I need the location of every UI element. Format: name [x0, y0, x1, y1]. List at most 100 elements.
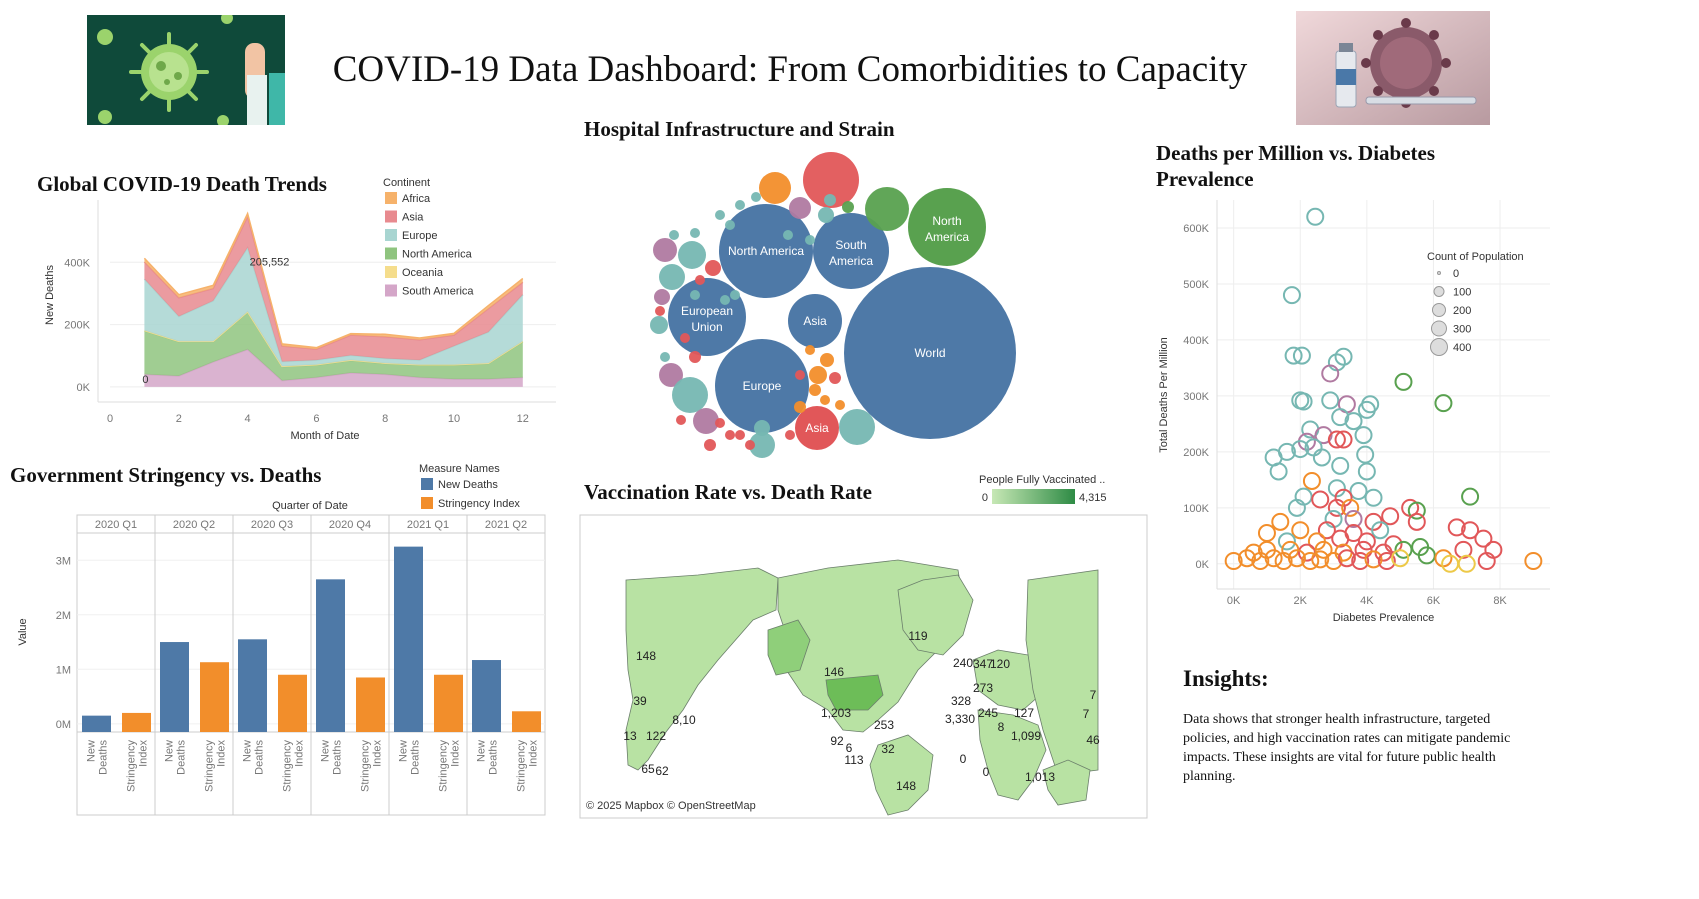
map-value-label: 7: [1083, 707, 1090, 721]
bubble: [720, 295, 730, 305]
map-region-5: [977, 709, 1047, 801]
bubble: [794, 401, 806, 413]
scatter-point: [1327, 498, 1346, 517]
measure-label: New: [398, 740, 410, 762]
hospital-title: Hospital Infrastructure and Strain: [584, 117, 895, 141]
legend-swatch: [385, 229, 397, 241]
measure-label: Deaths: [332, 740, 344, 775]
scatter-point: [1287, 549, 1306, 568]
scatter-point: [1301, 552, 1320, 571]
y-tick-label: 500K: [1183, 279, 1209, 291]
scatter-point: [1354, 426, 1373, 445]
map-value-label: 1,013: [1025, 770, 1055, 784]
measure-label: Deaths: [410, 740, 422, 775]
map-value-label: 146: [824, 665, 844, 679]
bubble-label: European: [681, 304, 733, 318]
scatter-point: [1371, 521, 1390, 540]
bubble-label: Europe: [743, 379, 782, 393]
scatter-point: [1394, 372, 1413, 391]
scatter-point: [1269, 462, 1288, 481]
bubble: [818, 207, 834, 223]
map-region-7: [1042, 759, 1091, 806]
scatter-point: [1374, 543, 1393, 562]
y-tick-label: 200K: [1183, 447, 1209, 459]
scatter-point: [1364, 550, 1383, 569]
scatter-point: [1331, 408, 1350, 427]
map-value-label: 1,099: [1011, 729, 1041, 743]
measure-label: New: [320, 740, 332, 762]
trends-title: Global COVID-19 Death Trends: [37, 172, 327, 196]
scatter-point: [1302, 471, 1321, 490]
scatter-point: [1306, 207, 1325, 226]
scatter-point: [1312, 448, 1331, 467]
scatter-point: [1334, 430, 1353, 449]
bubble-label: America: [925, 230, 969, 244]
scatter-point: [1327, 479, 1346, 498]
column-label: 2020 Q4: [329, 519, 371, 531]
bubble: [705, 260, 721, 276]
bubble: [680, 333, 690, 343]
scatter-point: [1321, 391, 1340, 410]
scatter-point: [1257, 524, 1276, 543]
map-value-label: 7: [1090, 688, 1097, 702]
peak-annotation: 205,552: [250, 257, 290, 269]
y-tick-label: 400K: [64, 257, 90, 269]
scatter-point: [1327, 430, 1346, 449]
bubble: [669, 230, 679, 240]
measure-label: Stringency: [438, 740, 450, 792]
bubble: [653, 238, 677, 262]
bubble-label: North America: [728, 244, 804, 258]
bar-new-deaths: [160, 642, 189, 732]
map-region-alaska: [767, 619, 811, 676]
bubble-label: Union: [691, 320, 722, 334]
bubble: [809, 366, 827, 384]
scatter-point: [1337, 549, 1356, 568]
measure-label: Index: [138, 740, 150, 767]
scatter-point: [1251, 552, 1270, 571]
bubble-label: World: [914, 346, 945, 360]
scatter-point: [1331, 529, 1350, 548]
bubble: [754, 420, 770, 436]
measure-label: Deaths: [254, 740, 266, 775]
area-europe: [144, 247, 523, 367]
bubble: [715, 210, 725, 220]
measure-label: Index: [372, 740, 384, 767]
map-value-label: 32: [881, 742, 895, 756]
bubble-south-america: [813, 213, 889, 289]
y-tick-label: 600K: [1183, 223, 1209, 235]
map-value-label: 347: [973, 657, 993, 671]
map-value-label: 148: [896, 779, 916, 793]
bubble: [785, 430, 795, 440]
bubble: [730, 290, 740, 300]
y-tick-label: 3M: [56, 555, 71, 567]
map-value-label: 119: [908, 629, 927, 643]
scatter-point: [1407, 512, 1426, 531]
scatter-point: [1474, 529, 1493, 548]
vaccination-map[interactable]: People Fully Vaccinated .. 0 4,315 148 39 8,1…: [578, 470, 1158, 820]
bubble: [803, 152, 859, 208]
x-tick-label: 6K: [1427, 595, 1441, 607]
header-image-right: [1296, 11, 1490, 125]
measure-label: Deaths: [176, 740, 188, 775]
scatter-point: [1314, 426, 1333, 445]
measure-label: Stringency: [360, 740, 372, 792]
bubble-label: North: [932, 214, 961, 228]
bubble: [842, 201, 854, 213]
bubble: [659, 363, 683, 387]
y-tick-label: 2M: [56, 610, 71, 622]
scatter-point: [1349, 482, 1368, 501]
measure-label: Stringency: [126, 740, 138, 792]
bar-stringency-index: [200, 662, 229, 732]
scatter-point: [1344, 412, 1363, 431]
scatter-point: [1341, 498, 1360, 517]
scatter-point: [1274, 552, 1293, 571]
scatter-point: [1407, 501, 1426, 520]
map-value-label: 328: [951, 694, 971, 708]
bubble: [759, 172, 791, 204]
bubble: [672, 377, 708, 413]
bubble: [735, 200, 745, 210]
legend-size-label: 200: [1453, 305, 1471, 317]
bubble: [865, 187, 909, 231]
column-label: 2020 Q2: [173, 519, 215, 531]
scatter-point: [1356, 445, 1375, 464]
